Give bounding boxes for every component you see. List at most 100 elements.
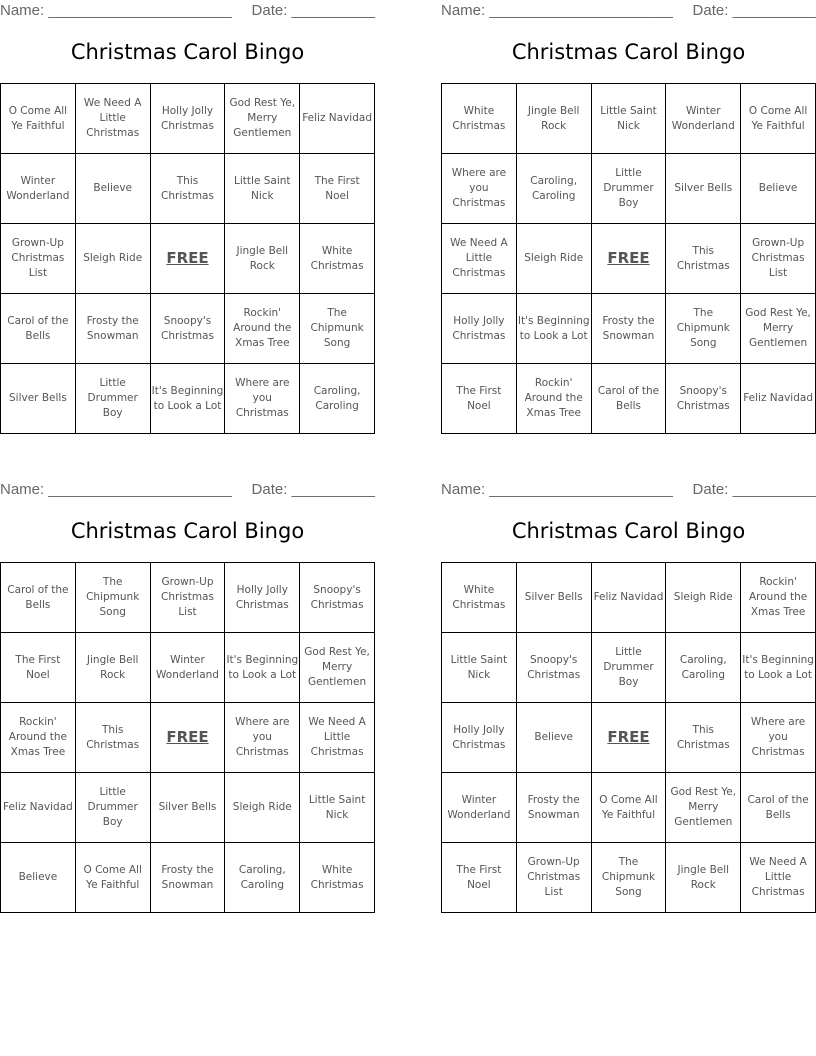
grid-row: Feliz Navidad Little Drummer Boy Silver Be… bbox=[0, 772, 375, 843]
bingo-cell: It's Beginning to Look a Lot bbox=[515, 293, 592, 364]
bingo-grid: Carol of the Bells The Chipmunk Song Grown… bbox=[0, 562, 375, 913]
bingo-cell: Believe bbox=[0, 842, 76, 913]
bingo-cell: The Chipmunk Song bbox=[74, 562, 151, 633]
bingo-cell: Jingle Bell Rock bbox=[515, 83, 592, 154]
bingo-cell: This Christmas bbox=[665, 702, 742, 773]
bingo-cell: O Come All Ye Faithful bbox=[740, 83, 816, 154]
bingo-cell: Little Saint Nick bbox=[441, 632, 517, 703]
bingo-cell: Believe bbox=[515, 702, 592, 773]
bingo-cell: We Need A Little Christmas bbox=[740, 842, 816, 913]
bingo-cell: Where are you Christmas bbox=[740, 702, 816, 773]
bingo-cell: Feliz Navidad bbox=[590, 562, 667, 633]
grid-row: White Christmas Silver Bells Feliz Navidad… bbox=[441, 562, 816, 633]
bingo-cell: The First Noel bbox=[0, 632, 76, 703]
bingo-cell: Rockin' Around the Xmas Tree bbox=[740, 562, 816, 633]
card-title: Christmas Carol Bingo bbox=[511, 40, 746, 64]
bingo-cell: Caroling, Caroling bbox=[299, 363, 375, 434]
card-title: Christmas Carol Bingo bbox=[70, 519, 305, 543]
name-field: Name: ______________________ bbox=[441, 481, 673, 498]
bingo-cell: Feliz Navidad bbox=[0, 772, 76, 843]
free-space: FREE bbox=[149, 702, 226, 773]
bingo-cell: Sleigh Ride bbox=[224, 772, 301, 843]
bingo-cell: God Rest Ye, Merry Gentlemen bbox=[299, 632, 375, 703]
bingo-grid: White Christmas Silver Bells Feliz Navidad… bbox=[441, 562, 816, 913]
bingo-cell: Carol of the Bells bbox=[590, 363, 667, 434]
name-field: Name: ______________________ bbox=[0, 2, 232, 19]
grid-row: We Need A Little Christmas Sleigh Ride FRE… bbox=[441, 223, 816, 294]
bingo-cell: Holly Jolly Christmas bbox=[149, 83, 226, 154]
bingo-cell: White Christmas bbox=[299, 223, 375, 294]
bingo-cell: Winter Wonderland bbox=[149, 632, 226, 703]
bingo-cell: Grown-Up Christmas List bbox=[740, 223, 816, 294]
grid-row: Rockin' Around the Xmas Tree This Christm… bbox=[0, 702, 375, 773]
bingo-cell: Sleigh Ride bbox=[665, 562, 742, 633]
grid-row: Holly Jolly Christmas It's Beginning to L… bbox=[441, 293, 816, 364]
bingo-cell: Jingle Bell Rock bbox=[74, 632, 151, 703]
grid-row: Carol of the Bells Frosty the Snowman Snoo… bbox=[0, 293, 375, 364]
bingo-cell: The Chipmunk Song bbox=[665, 293, 742, 364]
bingo-grid: O Come All Ye Faithful We Need A Little C… bbox=[0, 83, 375, 434]
bingo-card: Name: ______________________ Date: ______… bbox=[441, 0, 816, 440]
bingo-cell: White Christmas bbox=[441, 83, 517, 154]
grid-row: Believe O Come All Ye Faithful Frosty the … bbox=[0, 842, 375, 913]
bingo-cell: Believe bbox=[740, 153, 816, 224]
bingo-cell: Holly Jolly Christmas bbox=[441, 293, 517, 364]
name-field: Name: ______________________ bbox=[441, 2, 673, 19]
grid-row: Silver Bells Little Drummer Boy It's Begin… bbox=[0, 363, 375, 434]
bingo-cell: Frosty the Snowman bbox=[149, 842, 226, 913]
grid-row: Winter Wonderland Frosty the Snowman O Com… bbox=[441, 772, 816, 843]
grid-row: Little Saint Nick Snoopy's Christmas Littl… bbox=[441, 632, 816, 703]
bingo-cell: This Christmas bbox=[74, 702, 151, 773]
bingo-cell: Little Drummer Boy bbox=[590, 632, 667, 703]
bingo-cell: O Come All Ye Faithful bbox=[590, 772, 667, 843]
bingo-cell: Where are you Christmas bbox=[441, 153, 517, 224]
bingo-cell: Winter Wonderland bbox=[0, 153, 76, 224]
bingo-cell: The First Noel bbox=[299, 153, 375, 224]
bingo-cell: Believe bbox=[74, 153, 151, 224]
bingo-cell: It's Beginning to Look a Lot bbox=[740, 632, 816, 703]
bingo-cell: Carol of the Bells bbox=[0, 562, 76, 633]
bingo-cell: Snoopy's Christmas bbox=[299, 562, 375, 633]
bingo-cell: We Need A Little Christmas bbox=[299, 702, 375, 773]
grid-row: White Christmas Jingle Bell Rock Little Sa… bbox=[441, 83, 816, 154]
bingo-cell: Little Drummer Boy bbox=[590, 153, 667, 224]
bingo-cell: Little Drummer Boy bbox=[74, 772, 151, 843]
bingo-cell: Rockin' Around the Xmas Tree bbox=[224, 293, 301, 364]
bingo-cell: Little Drummer Boy bbox=[74, 363, 151, 434]
date-field: Date: __________ bbox=[251, 2, 375, 19]
grid-row: The First Noel Jingle Bell Rock Winter Won… bbox=[0, 632, 375, 703]
bingo-cell: The First Noel bbox=[441, 842, 517, 913]
bingo-cell: It's Beginning to Look a Lot bbox=[149, 363, 226, 434]
bingo-cell: Caroling, Caroling bbox=[515, 153, 592, 224]
bingo-cell: Grown-Up Christmas List bbox=[515, 842, 592, 913]
bingo-cell: White Christmas bbox=[299, 842, 375, 913]
bingo-cell: Little Saint Nick bbox=[224, 153, 301, 224]
bingo-cell: Snoopy's Christmas bbox=[149, 293, 226, 364]
bingo-cell: Jingle Bell Rock bbox=[224, 223, 301, 294]
bingo-cell: Carol of the Bells bbox=[740, 772, 816, 843]
bingo-cell: O Come All Ye Faithful bbox=[74, 842, 151, 913]
card-title: Christmas Carol Bingo bbox=[70, 40, 305, 64]
bingo-card: Name: ______________________ Date: ______… bbox=[0, 479, 375, 919]
bingo-cell: Feliz Navidad bbox=[740, 363, 816, 434]
grid-row: Where are you Christmas Caroling, Carolin… bbox=[441, 153, 816, 224]
bingo-card: Name: ______________________ Date: ______… bbox=[0, 0, 375, 440]
bingo-cell: God Rest Ye, Merry Gentlemen bbox=[224, 83, 301, 154]
bingo-cell: Where are you Christmas bbox=[224, 702, 301, 773]
name-field: Name: ______________________ bbox=[0, 481, 232, 498]
bingo-cell: This Christmas bbox=[149, 153, 226, 224]
bingo-cell: Snoopy's Christmas bbox=[665, 363, 742, 434]
bingo-cell: Little Saint Nick bbox=[590, 83, 667, 154]
name-date-line: Name: ______________________ Date: ______… bbox=[441, 2, 816, 20]
bingo-cell: Silver Bells bbox=[0, 363, 76, 434]
date-field: Date: __________ bbox=[692, 481, 816, 498]
bingo-cell: O Come All Ye Faithful bbox=[0, 83, 76, 154]
bingo-cell: The Chipmunk Song bbox=[299, 293, 375, 364]
bingo-cell: Rockin' Around the Xmas Tree bbox=[515, 363, 592, 434]
bingo-cell: Winter Wonderland bbox=[665, 83, 742, 154]
bingo-cell: Snoopy's Christmas bbox=[515, 632, 592, 703]
bingo-cell: Holly Jolly Christmas bbox=[224, 562, 301, 633]
bingo-cell: Frosty the Snowman bbox=[590, 293, 667, 364]
date-field: Date: __________ bbox=[251, 481, 375, 498]
bingo-cell: Silver Bells bbox=[149, 772, 226, 843]
